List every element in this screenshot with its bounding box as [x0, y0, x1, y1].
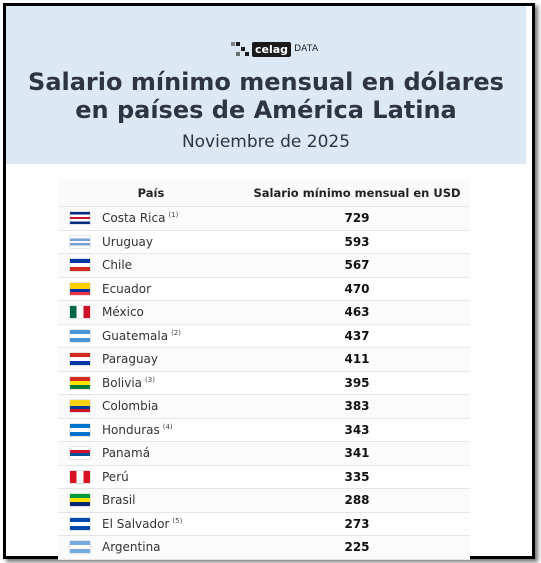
- title-line-1: Salario mínimo mensual en dólares: [28, 68, 504, 96]
- country-name: Panamá: [102, 446, 244, 460]
- table-row: Colombia 383: [58, 395, 470, 419]
- salary-value: 593: [344, 234, 370, 249]
- salary-value: 225: [344, 540, 370, 555]
- logo-text: celag: [252, 41, 292, 57]
- country-name: Colombia: [102, 399, 244, 413]
- table-row: Ecuador 470: [58, 278, 470, 301]
- country-label: Argentina: [102, 540, 161, 555]
- country-label: Paraguay: [102, 352, 159, 367]
- flag-icon: [70, 517, 90, 530]
- footnote-marker: (3): [145, 375, 155, 384]
- salary-value: 335: [344, 469, 370, 484]
- country-label: México: [102, 305, 144, 320]
- flag-icon: [70, 400, 90, 413]
- country-name: Ecuador: [102, 282, 244, 296]
- country-name: Paraguay: [102, 352, 244, 366]
- country-label: Panamá: [102, 446, 151, 461]
- country-name: El Salvador (5): [102, 517, 244, 531]
- country-name: Argentina: [102, 540, 244, 554]
- column-header-country: País: [137, 186, 165, 200]
- country-label: Costa Rica: [102, 211, 166, 226]
- flag-icon: [70, 282, 90, 295]
- country-name: Costa Rica (1): [102, 211, 244, 225]
- chart-title: Salario mínimo mensual en dólares en paí…: [6, 68, 526, 124]
- table-row: Chile 567: [58, 254, 470, 278]
- table-row: Panamá 341: [58, 442, 470, 466]
- flag-icon: [70, 353, 90, 366]
- table-row: Argentina 225: [58, 536, 470, 560]
- flag-icon: [70, 541, 90, 554]
- country-label: Ecuador: [102, 281, 152, 296]
- flag-icon: [70, 447, 90, 460]
- salary-value: 463: [344, 305, 370, 320]
- table-row: Bolivia (3) 395: [58, 372, 470, 395]
- table-body: Costa Rica (1) 729 Uruguay 593 Chile 567 Ecuado…: [58, 207, 470, 560]
- table-row: Perú 335: [58, 466, 470, 489]
- country-name: México: [102, 305, 244, 319]
- country-name: Guatemala (2): [102, 329, 244, 343]
- country-name: Bolivia (3): [102, 376, 244, 390]
- salary-table: País Salario mínimo mensual en USD Costa…: [58, 180, 470, 560]
- table-header: País Salario mínimo mensual en USD: [58, 180, 470, 207]
- country-label: Chile: [102, 258, 133, 273]
- chart-subtitle: Noviembre de 2025: [181, 132, 351, 152]
- country-label: Uruguay: [102, 234, 153, 249]
- salary-value: 411: [344, 352, 370, 367]
- flag-icon: [70, 329, 90, 342]
- country-label: Brasil: [102, 493, 136, 508]
- flag-icon: [70, 306, 90, 319]
- table-row: Uruguay 593: [58, 231, 470, 254]
- flag-icon: [70, 470, 90, 483]
- footnote-marker: (2): [171, 328, 181, 337]
- table-row: Guatemala (2) 437: [58, 325, 470, 348]
- country-name: Uruguay: [102, 235, 244, 249]
- table-row: México 463: [58, 301, 470, 325]
- country-label: El Salvador: [102, 516, 170, 531]
- flag-icon: [70, 235, 90, 248]
- country-name: Chile: [102, 258, 244, 272]
- flag-icon: [70, 259, 90, 272]
- header-panel: celag DATA Salario mínimo mensual en dól…: [6, 6, 526, 164]
- salary-value: 343: [344, 422, 370, 437]
- salary-value: 341: [344, 446, 370, 461]
- footnote-marker: (4): [162, 422, 173, 431]
- logo-suffix: DATA: [294, 44, 319, 54]
- country-label: Perú: [102, 469, 129, 484]
- country-label: Bolivia: [102, 375, 143, 390]
- column-header-salary: Salario mínimo mensual en USD: [253, 186, 461, 200]
- table-row: Brasil 288: [58, 489, 470, 513]
- country-name: Honduras (4): [102, 423, 244, 437]
- table-row: Costa Rica (1) 729: [58, 207, 470, 231]
- flag-icon: [70, 212, 90, 225]
- salary-value: 567: [344, 258, 370, 273]
- salary-value: 395: [344, 375, 370, 390]
- country-label: Honduras: [102, 422, 160, 437]
- salary-value: 437: [344, 328, 370, 343]
- flag-icon: [70, 423, 90, 436]
- title-line-2: en países de América Latina: [75, 96, 457, 124]
- salary-value: 470: [344, 281, 370, 296]
- table-row: Paraguay 411: [58, 348, 470, 372]
- celag-logo: celag DATA: [231, 40, 318, 58]
- pixel-logo-icon: [231, 42, 249, 56]
- salary-value: 383: [344, 399, 370, 414]
- country-name: Perú: [102, 470, 244, 484]
- salary-value: 288: [344, 493, 370, 508]
- footnote-marker: (5): [172, 516, 183, 525]
- salary-value: 273: [344, 516, 370, 531]
- table-row: El Salvador (5) 273: [58, 513, 470, 536]
- country-label: Guatemala: [102, 328, 169, 343]
- flag-icon: [70, 494, 90, 507]
- footnote-marker: (1): [168, 211, 179, 220]
- table-row: Honduras (4) 343: [58, 419, 470, 442]
- country-name: Brasil: [102, 493, 244, 507]
- salary-value: 729: [344, 211, 370, 226]
- flag-icon: [70, 376, 90, 389]
- country-label: Colombia: [102, 399, 159, 414]
